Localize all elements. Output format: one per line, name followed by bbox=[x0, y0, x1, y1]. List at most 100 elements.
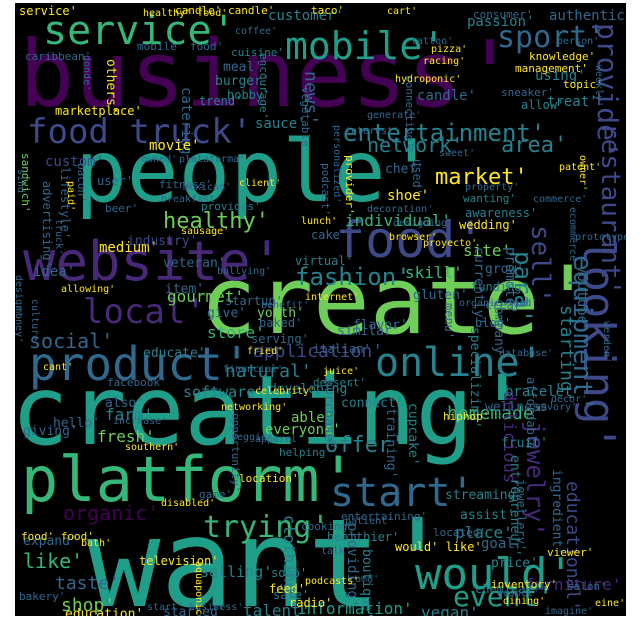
word: food truck' bbox=[27, 112, 253, 152]
word: radio' bbox=[289, 596, 333, 610]
word: talk' bbox=[321, 546, 352, 557]
word: paid' bbox=[65, 181, 76, 212]
word: apparel' bbox=[255, 434, 304, 445]
word: gluten' bbox=[413, 288, 468, 303]
word: information' bbox=[297, 599, 413, 617]
word: bullying' bbox=[217, 266, 272, 277]
word: offer' bbox=[325, 433, 405, 458]
word: sneaker' bbox=[501, 86, 554, 99]
word: generate' bbox=[367, 110, 422, 121]
word: location' bbox=[239, 472, 299, 485]
word: movie' bbox=[149, 138, 200, 154]
word: youth' bbox=[257, 306, 304, 321]
word: game' bbox=[199, 488, 233, 501]
word: menu' bbox=[442, 303, 456, 340]
word: owned' bbox=[141, 154, 178, 165]
word: prototype' bbox=[575, 232, 626, 243]
word: mexican' bbox=[183, 182, 232, 193]
word: jewellery' bbox=[514, 479, 528, 552]
word: podcast' bbox=[319, 163, 332, 216]
word: fashion' bbox=[295, 263, 411, 291]
word: proyecto' bbox=[423, 238, 478, 249]
word: goal' bbox=[481, 536, 524, 552]
word: bakery' bbox=[19, 590, 66, 603]
word: want' bbox=[87, 493, 455, 616]
word: shop' bbox=[61, 595, 116, 616]
word: everyone' bbox=[265, 422, 341, 438]
word: dessert' bbox=[313, 376, 366, 389]
word: food' food' bbox=[21, 530, 94, 543]
word: beer' bbox=[105, 202, 139, 215]
word: passion' bbox=[467, 14, 535, 30]
word: like' bbox=[23, 549, 84, 573]
word: food' bbox=[335, 211, 486, 269]
word: designing' bbox=[393, 218, 454, 229]
word: encourage' bbox=[257, 53, 270, 120]
word: fruit' bbox=[501, 436, 548, 451]
word: sweet' bbox=[439, 148, 476, 159]
word: mobile' bbox=[285, 24, 446, 68]
word: fitness' bbox=[159, 178, 212, 191]
word: create' bbox=[200, 247, 597, 356]
word: virtual' bbox=[295, 254, 353, 268]
word: used' bbox=[410, 159, 424, 196]
word: idea' bbox=[33, 264, 76, 280]
word: trying' bbox=[203, 510, 330, 545]
word: wellness' bbox=[485, 400, 556, 415]
word: fried' bbox=[247, 346, 284, 357]
word: educate' bbox=[143, 346, 206, 361]
word: provider' bbox=[343, 155, 356, 215]
word: television' bbox=[139, 554, 219, 568]
word: veteran' bbox=[163, 256, 226, 271]
word: bacon' bbox=[75, 163, 88, 203]
word: client' bbox=[239, 178, 282, 189]
word: healthier' bbox=[327, 530, 400, 544]
word: store' bbox=[207, 323, 265, 342]
word: soap' bbox=[271, 566, 308, 580]
word: network' bbox=[367, 133, 464, 157]
word: southern' bbox=[125, 442, 180, 453]
word: developing' bbox=[269, 382, 356, 397]
word: racing' bbox=[423, 56, 466, 67]
word: healthy' bbox=[163, 209, 269, 234]
word: veggie' bbox=[231, 432, 274, 443]
word: opportunity' bbox=[229, 413, 242, 493]
word: database' bbox=[499, 348, 554, 359]
word: breakfast' bbox=[161, 194, 222, 205]
word: people' bbox=[75, 122, 438, 222]
word: trend' bbox=[199, 94, 243, 108]
word: sausage' bbox=[181, 226, 230, 237]
word: startup' bbox=[225, 294, 283, 308]
word: item' bbox=[165, 282, 205, 297]
word: tattoo' bbox=[411, 36, 454, 47]
word: user' bbox=[97, 174, 134, 188]
word: medium' bbox=[99, 240, 159, 256]
word: hydroponic' bbox=[395, 74, 462, 85]
word: juice' bbox=[323, 366, 360, 377]
word: shoe' bbox=[387, 188, 430, 204]
word: using' bbox=[535, 68, 586, 84]
word: farm' bbox=[105, 405, 154, 424]
word: treat' bbox=[547, 94, 598, 110]
word: celebrity' bbox=[255, 386, 316, 397]
word: plataforma' bbox=[179, 154, 246, 165]
word: fresh' bbox=[97, 427, 155, 446]
word: assist' bbox=[460, 508, 515, 523]
word: savory' bbox=[535, 402, 578, 413]
word: selling' bbox=[200, 563, 273, 581]
word: bracelet' bbox=[505, 384, 581, 400]
word: caribbean' bbox=[25, 50, 92, 63]
word: money' bbox=[15, 307, 24, 344]
word: dining' bbox=[503, 596, 546, 607]
word: personalized' bbox=[331, 125, 342, 204]
word: homemade' bbox=[447, 403, 545, 424]
word: online' bbox=[375, 340, 544, 386]
word: cart' bbox=[387, 6, 418, 17]
word: service' bbox=[43, 8, 236, 54]
word: advertising' bbox=[40, 181, 54, 268]
word: financial' bbox=[223, 364, 284, 375]
word: awareness' bbox=[465, 206, 538, 220]
word: healthy' food' bbox=[143, 8, 228, 19]
word: decor' bbox=[551, 394, 588, 405]
word: entertainment' bbox=[343, 119, 546, 147]
